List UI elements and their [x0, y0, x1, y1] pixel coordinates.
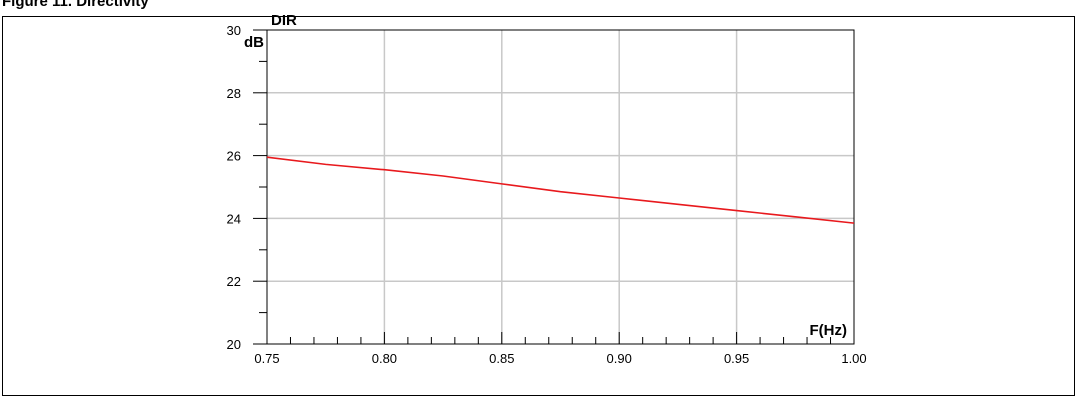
x-tick-label: 0.80	[372, 351, 397, 366]
figure-frame	[2, 16, 1075, 396]
x-tick-label: 0.75	[254, 351, 279, 366]
grid	[267, 30, 854, 344]
series-layer	[266, 156, 855, 224]
figure-caption: Figure 11. Directivity	[2, 0, 149, 10]
caption-strip: Figure 11. Directivity	[0, 0, 1080, 16]
y-tick-label: 30	[227, 23, 241, 38]
chart-title: DIR	[271, 12, 297, 29]
directivity-chart: 0.75 0.80 0.85 0.90 0.95 1.00 20 22 24 26 28 30 DIR…	[227, 12, 867, 366]
directivity-line	[266, 156, 855, 224]
x-tick-label: 0.90	[607, 351, 632, 366]
x-tick-label: 1.00	[841, 351, 866, 366]
tick-labels: 0.75 0.80 0.85 0.90 0.95 1.00 20 22 24 26 28 30	[227, 23, 867, 366]
y-tick-label: 24	[227, 211, 241, 226]
plot-area-border	[266, 29, 855, 345]
x-axis-label: F(Hz)	[810, 322, 848, 339]
x-tick-label: 0.95	[724, 351, 749, 366]
y-tick-label: 22	[227, 274, 241, 289]
y-tick-label: 26	[227, 149, 241, 164]
y-tick-label: 28	[227, 86, 241, 101]
y-axis-label: dB	[244, 34, 264, 51]
y-tick-label: 20	[227, 337, 241, 352]
axis-ticks	[253, 29, 855, 345]
x-tick-label: 0.85	[489, 351, 514, 366]
